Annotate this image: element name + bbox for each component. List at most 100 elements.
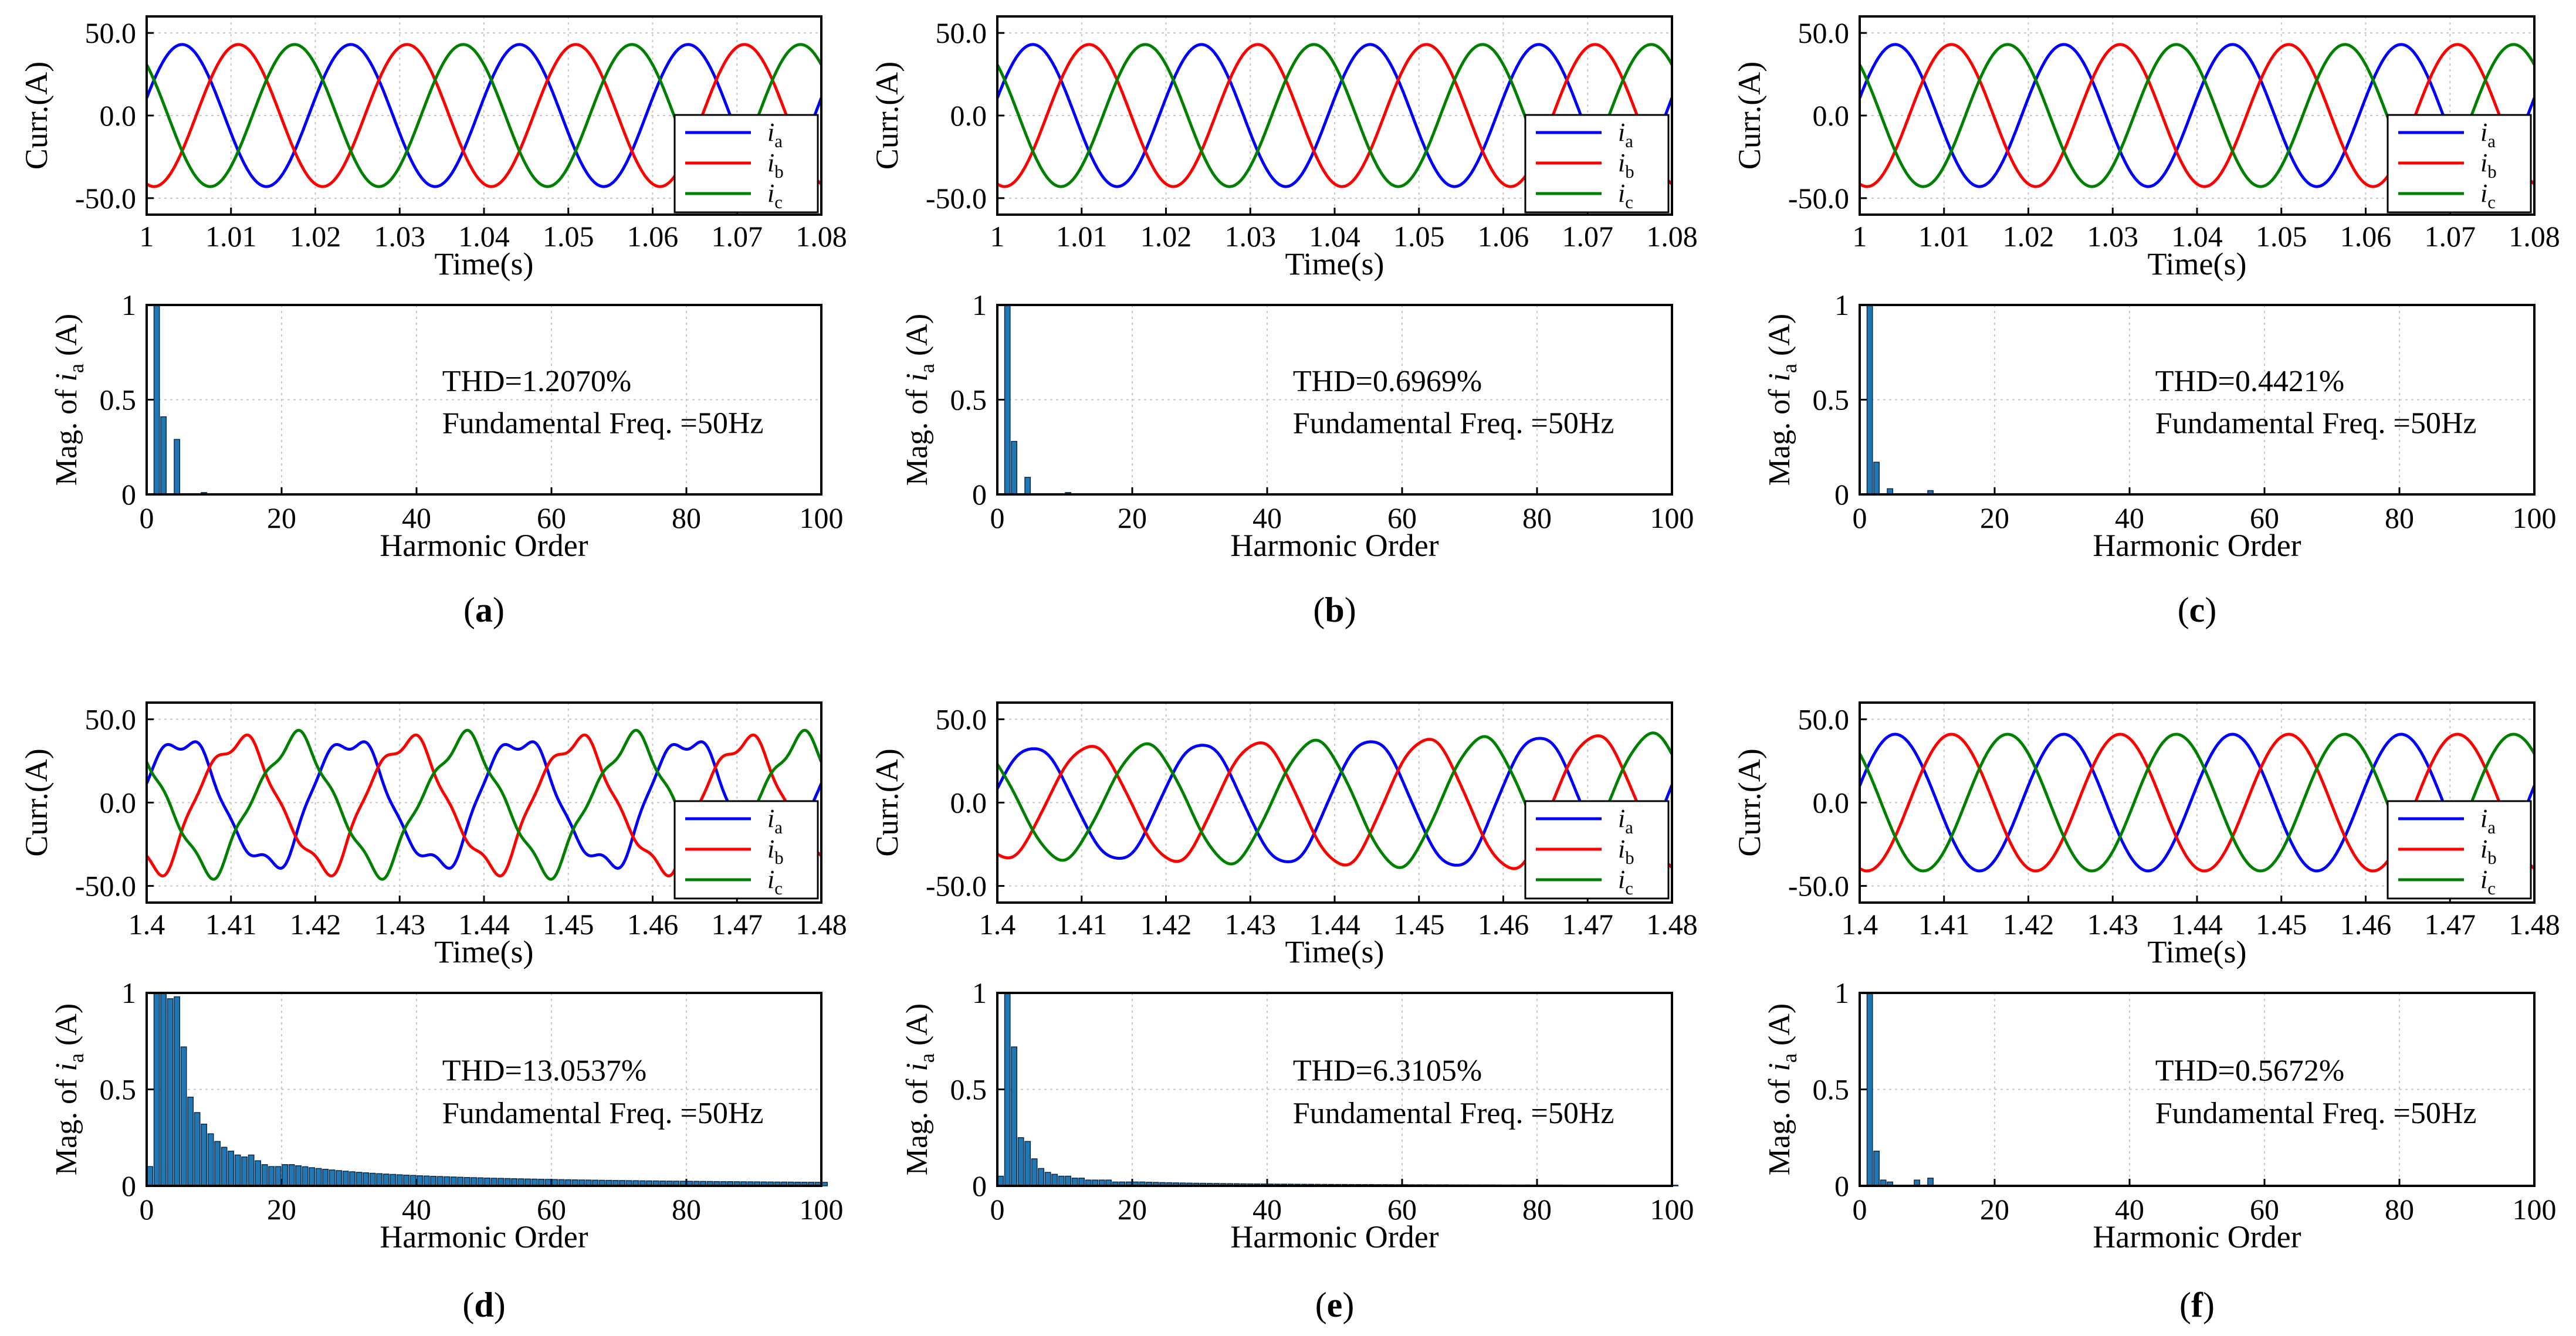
harmonic-bar <box>417 1175 424 1186</box>
harmonic-bar <box>1672 1185 1679 1186</box>
x-axis-label: Time(s) <box>434 934 533 969</box>
axes-frame <box>1859 15 2536 216</box>
harmonic-bar <box>255 1160 262 1186</box>
x-axis-label: Harmonic Order <box>380 1219 588 1254</box>
legend-label-ib: ib <box>2480 835 2497 868</box>
harmonic-bar <box>153 992 160 1186</box>
x-tick-label: 1.04 <box>2171 220 2223 253</box>
x-axis-label: Time(s) <box>1285 934 1384 969</box>
y-tick-label: 1 <box>121 976 136 1009</box>
harmonic-bar <box>1873 462 1880 495</box>
panel-e: 1.4 1.41 1.42 1.43 1.44 1.45 1.46 1.47 1.48 50.0 0… <box>869 701 1698 1324</box>
x-tick-label: 60 <box>1387 501 1417 534</box>
harmonic-bar <box>282 1164 289 1186</box>
y-tick-label: -50.0 <box>926 870 987 903</box>
y-tick-label: 0 <box>1834 1169 1849 1202</box>
y-tick-label: -50.0 <box>1788 182 1849 215</box>
x-tick-label: 1 <box>1853 220 1867 253</box>
harmonic-plot: 0 20 40 60 80 100 0 0.5 1 THD=0.6969% Fundamental … <box>901 289 1694 563</box>
x-tick-label: 100 <box>1650 1193 1694 1226</box>
y-axis-label: Mag. of ia (A) <box>50 314 88 486</box>
harmonic-bar <box>174 996 181 1186</box>
y-tick-label: -50.0 <box>75 870 136 903</box>
time-plot: 1.4 1.41 1.42 1.43 1.44 1.45 1.46 1.47 1.48 50.0 0… <box>869 701 1698 969</box>
thd-annotation: THD=1.2070% <box>442 365 632 398</box>
axes-frame <box>996 992 1673 1187</box>
x-tick-label: 40 <box>1253 1193 1282 1226</box>
harmonic-bar <box>302 1166 309 1186</box>
x-tick-label: 1.41 <box>205 908 257 941</box>
y-tick-label: 50.0 <box>1798 16 1850 49</box>
series-line-ib <box>147 43 821 188</box>
y-axis-label: Mag. of ia (A) <box>901 1003 939 1175</box>
harmonic-bar <box>322 1168 329 1186</box>
x-tick-label: 1.45 <box>1393 908 1445 941</box>
x-tick-label: 1.44 <box>2171 908 2223 941</box>
x-tick-label: 0 <box>990 1193 1005 1226</box>
harmonic-bar <box>1065 1175 1072 1186</box>
harmonic-bar <box>403 1174 410 1186</box>
y-tick-label: 50.0 <box>85 16 137 49</box>
legend-label-ia: ia <box>767 118 783 151</box>
y-tick-label: 0 <box>972 1169 987 1202</box>
x-tick-label: 1.4 <box>1842 908 1878 941</box>
harmonic-plot: 0 20 40 60 80 100 0 0.5 1 THD=6.3105% Fundamental … <box>901 976 1694 1254</box>
y-axis-label: Mag. of ia (A) <box>901 314 939 486</box>
x-tick-label: 80 <box>1522 1193 1552 1226</box>
x-tick-label: 1.02 <box>1140 220 1192 253</box>
legend-label-ia: ia <box>2480 804 2496 837</box>
y-tick-label: 0.0 <box>950 786 987 819</box>
panel-caption: (c) <box>2178 591 2217 629</box>
y-axis-label: Mag. of ia (A) <box>1763 314 1801 486</box>
harmonic-bar <box>160 416 167 495</box>
x-tick-label: 1.06 <box>1478 220 1529 253</box>
x-tick-label: 1.02 <box>2003 220 2054 253</box>
x-axis-label: Harmonic Order <box>1230 1219 1438 1254</box>
y-axis-label: Curr.(A) <box>19 62 54 169</box>
harmonic-bar <box>821 1182 828 1186</box>
y-tick-label: 1 <box>972 289 987 321</box>
x-tick-label: 1.48 <box>796 908 847 941</box>
harmonic-bar <box>214 1141 221 1186</box>
legend-label-ib: ib <box>1618 148 1634 182</box>
x-tick-label: 80 <box>672 501 701 534</box>
x-tick-label: 1.06 <box>627 220 679 253</box>
x-tick-label: 1.06 <box>2340 220 2392 253</box>
x-tick-label: 1.08 <box>2509 220 2560 253</box>
x-tick-label: 1.41 <box>1056 908 1108 941</box>
legend-label-ic: ic <box>1618 179 1633 212</box>
x-tick-label: 60 <box>2250 501 2279 534</box>
x-tick-label: 1.08 <box>1646 220 1698 253</box>
harmonic-bar <box>295 1165 302 1186</box>
harmonic-bar <box>275 1166 282 1186</box>
x-tick-label: 60 <box>2250 1193 2279 1226</box>
x-tick-label: 100 <box>2513 501 2557 534</box>
x-tick-label: 1.08 <box>796 220 847 253</box>
x-tick-label: 1.04 <box>1309 220 1360 253</box>
time-plot: 1 1.01 1.02 1.03 1.04 1.05 1.06 1.07 1.08 50.0 0.0… <box>1732 15 2560 282</box>
axes-frame <box>145 304 822 496</box>
y-tick-label: -50.0 <box>1788 870 1849 903</box>
series-line-ia <box>1860 733 2534 873</box>
y-tick-label: 0.5 <box>1813 384 1850 416</box>
harmonic-bar <box>423 1175 430 1186</box>
y-axis-label: Curr.(A) <box>1732 748 1767 856</box>
x-axis-label: Harmonic Order <box>380 528 588 563</box>
x-tick-label: 1.42 <box>2003 908 2054 941</box>
series-line-ia <box>997 43 1672 188</box>
harmonic-bar <box>241 1156 248 1186</box>
harmonic-bar <box>356 1172 363 1186</box>
time-plot: 1.4 1.41 1.42 1.43 1.44 1.45 1.46 1.47 1.48 50.0 0… <box>1732 701 2560 969</box>
harmonic-bar <box>1873 1151 1880 1186</box>
series-line-ia <box>997 737 1672 870</box>
x-tick-label: 100 <box>800 501 844 534</box>
harmonic-bar <box>463 1176 470 1186</box>
series-line-ia <box>147 740 821 870</box>
x-tick-label: 1.01 <box>205 220 257 253</box>
x-axis-label: Time(s) <box>1285 246 1384 282</box>
axes-frame <box>145 15 822 216</box>
